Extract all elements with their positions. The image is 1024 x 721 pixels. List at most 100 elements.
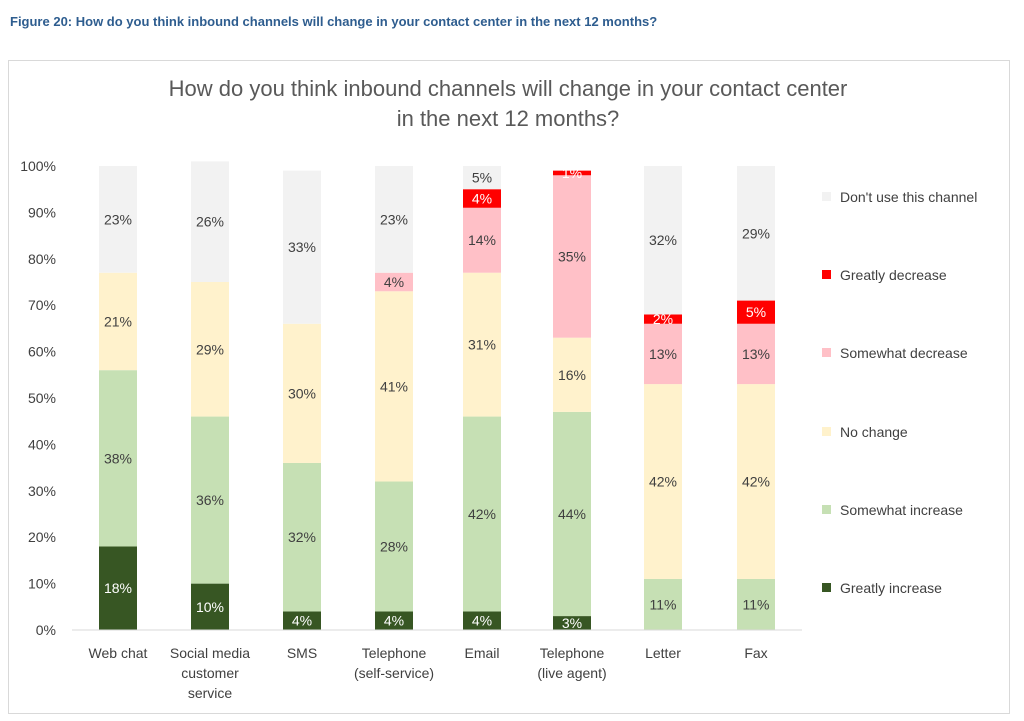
data-label: 41%: [380, 378, 408, 394]
data-label: 42%: [742, 474, 770, 490]
chart-title: in the next 12 months?: [397, 106, 620, 131]
data-label: 3%: [562, 615, 582, 631]
bar-segment: [553, 411, 591, 617]
bar-segment: [463, 166, 501, 190]
legend-swatch: [822, 192, 831, 201]
y-tick-label: 10%: [28, 576, 56, 592]
y-tick-label: 80%: [28, 251, 56, 267]
x-tick-label: Letter: [645, 645, 681, 661]
legend-swatch: [822, 505, 831, 514]
x-tick-label: Email: [464, 645, 499, 661]
data-label: 31%: [468, 337, 496, 353]
y-tick-label: 70%: [28, 297, 56, 313]
figure-caption: Figure 20: How do you think inbound chan…: [10, 14, 658, 29]
bar-segment: [737, 166, 775, 301]
bar-segment: [283, 323, 321, 463]
data-label: 38%: [104, 450, 132, 466]
bar-segment: [191, 583, 229, 630]
bar-segment: [463, 272, 501, 417]
data-label: 5%: [746, 304, 766, 320]
legend-label: Somewhat decrease: [840, 345, 968, 361]
bar-segment: [99, 166, 137, 273]
data-label: 10%: [196, 599, 224, 615]
y-tick-label: 50%: [28, 390, 56, 406]
bar-segment: [375, 611, 413, 630]
bar-segment: [283, 611, 321, 630]
chart-frame: [8, 60, 1010, 714]
y-tick-label: 60%: [28, 344, 56, 360]
y-tick-label: 40%: [28, 436, 56, 452]
y-tick-label: 0%: [36, 622, 56, 638]
data-label: 44%: [558, 506, 586, 522]
bar-segment: [99, 370, 137, 547]
data-label: 11%: [650, 596, 677, 612]
data-label: 32%: [288, 529, 316, 545]
data-label: 4%: [472, 190, 492, 206]
data-label: 29%: [196, 341, 224, 357]
bar-segment: [737, 384, 775, 579]
data-label: 23%: [104, 211, 132, 227]
x-tick-label: customer: [181, 665, 239, 681]
x-tick-label: Social media: [170, 645, 250, 661]
legend-label: No change: [840, 424, 908, 440]
legend-label: Greatly decrease: [840, 267, 947, 283]
bar-segment: [644, 323, 682, 385]
bar-segment: [191, 282, 229, 417]
legend-label: Don't use this channel: [840, 189, 977, 205]
data-label: 28%: [380, 538, 408, 554]
bar-segment: [644, 166, 682, 315]
data-label: 2%: [653, 311, 673, 327]
x-tick-label: Telephone: [362, 645, 427, 661]
data-label: 30%: [288, 385, 316, 401]
data-label: 4%: [292, 613, 312, 629]
data-label: 42%: [649, 474, 677, 490]
bar-segment: [375, 272, 413, 292]
bar-segment: [375, 166, 413, 273]
data-label: 4%: [384, 613, 404, 629]
data-label: 11%: [743, 596, 770, 612]
legend-swatch: [822, 348, 831, 357]
data-label: 32%: [649, 232, 677, 248]
bar-segment: [644, 314, 682, 324]
data-label: 35%: [558, 248, 586, 264]
bar-segment: [553, 175, 591, 338]
bar-segment: [191, 161, 229, 282]
data-label: 33%: [288, 239, 316, 255]
y-tick-label: 90%: [28, 204, 56, 220]
bar-segment: [463, 611, 501, 630]
x-tick-label: service: [188, 685, 233, 701]
data-label: 16%: [558, 367, 586, 383]
bar-segment: [191, 416, 229, 584]
x-tick-label: Fax: [744, 645, 767, 661]
bar-segment: [644, 578, 682, 630]
chart-title: How do you think inbound channels will c…: [169, 76, 848, 101]
y-tick-label: 100%: [20, 158, 56, 174]
bar-segment: [99, 272, 137, 371]
data-label: 1%: [562, 165, 582, 181]
data-label: 18%: [104, 580, 132, 596]
y-tick-label: 30%: [28, 483, 56, 499]
data-label: 13%: [649, 346, 677, 362]
bar-segment: [99, 546, 137, 630]
legend-label: Greatly increase: [840, 580, 942, 596]
legend-label: Somewhat increase: [840, 502, 963, 518]
legend-swatch: [822, 427, 831, 436]
x-tick-label: Web chat: [89, 645, 148, 661]
bar-segment: [737, 578, 775, 630]
bar-segment: [644, 384, 682, 579]
data-label: 23%: [380, 211, 408, 227]
data-label: 14%: [468, 232, 496, 248]
x-tick-label: (self-service): [354, 665, 434, 681]
x-tick-label: Telephone: [540, 645, 605, 661]
bar-segment: [553, 616, 591, 630]
data-label: 36%: [196, 492, 224, 508]
legend-swatch: [822, 270, 831, 279]
bar-segment: [463, 416, 501, 612]
data-label: 4%: [384, 274, 404, 290]
data-label: 42%: [468, 506, 496, 522]
bar-segment: [375, 481, 413, 612]
data-label: 13%: [742, 346, 770, 362]
data-label: 29%: [742, 225, 770, 241]
bar-segment: [737, 300, 775, 324]
